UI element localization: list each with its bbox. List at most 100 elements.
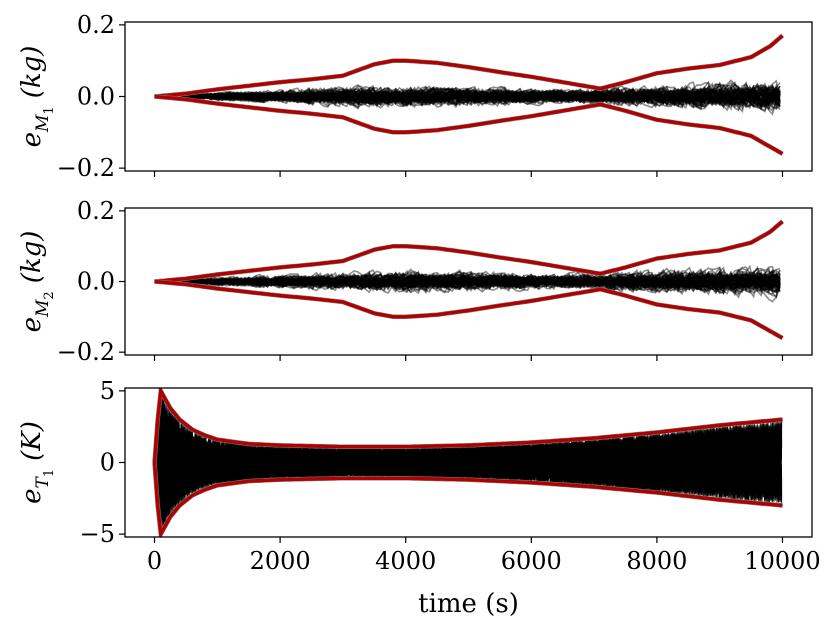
trajectory-line (154, 271, 781, 293)
trajectory-line (154, 81, 781, 112)
trajectory-line (154, 273, 781, 294)
trajectory-line (154, 87, 781, 105)
panel-top: −0.2 0.0 0.2 eM1(kg) (17, 11, 813, 182)
trajectory-line (154, 85, 781, 110)
trajectory-line (154, 81, 781, 108)
trajectory-line (154, 271, 781, 294)
trajectory-line (154, 274, 781, 291)
trajectory-line (154, 85, 781, 108)
trajectory-line (154, 86, 781, 109)
trajectory-line (154, 85, 781, 105)
trajectory-line (154, 269, 781, 294)
trajectory-line (154, 87, 781, 108)
trajectory-line (154, 84, 781, 108)
xtick-label: 2000 (250, 547, 311, 575)
trajectory-line (154, 273, 781, 291)
trajectory-line (154, 85, 781, 108)
trajectory-line (154, 86, 781, 108)
trajectory-line (154, 266, 781, 291)
trajectory-line (154, 267, 781, 294)
ylabel-bottom: eT1(K) (17, 421, 57, 504)
trajectory-line (154, 266, 781, 295)
trajectory-line (154, 273, 781, 297)
trajectory-line (154, 273, 781, 292)
trajectory-line (154, 273, 781, 291)
trajectory-line (154, 79, 781, 106)
trajectory-line (154, 267, 781, 291)
trajectory-line (154, 275, 781, 289)
trajectory-line (154, 268, 781, 292)
trajectory-line (154, 274, 781, 289)
trajectory-line (154, 84, 781, 106)
trajectory-line (154, 83, 781, 114)
envelope-upper-bound (154, 220, 784, 284)
xtick-label: 6000 (501, 547, 562, 575)
trajectory-line (154, 266, 781, 292)
trajectory-line (154, 269, 781, 295)
trajectory-line (154, 87, 781, 108)
panel-bottom: −5 0 5 0 2000 4000 6000 8000 10000 eT1(K) time (s) (17, 377, 821, 619)
trajectory-line (154, 83, 781, 110)
trajectory-line (154, 84, 781, 109)
trajectory-line (154, 88, 781, 108)
xtick-label: 10000 (744, 547, 820, 575)
trajectory-line (154, 267, 781, 292)
trajectory-line (154, 272, 781, 295)
plot-area-middle (154, 219, 784, 340)
trajectory-line (154, 273, 781, 292)
trajectory-line (154, 83, 781, 112)
plot-area-bottom (152, 388, 783, 537)
envelope-upper-bound (154, 34, 784, 99)
trajectory-line (154, 79, 781, 111)
trajectory-line (154, 89, 781, 105)
trajectory-line (154, 270, 781, 293)
trajectory-line (154, 271, 781, 290)
trajectory-line (154, 269, 781, 296)
trajectory-line (154, 273, 781, 294)
xlabel: time (s) (418, 589, 519, 619)
trajectory-line (154, 268, 781, 303)
trajectory-line (154, 269, 781, 292)
trajectory-line (154, 83, 781, 112)
trajectory-line (154, 80, 781, 110)
trajectory-line (154, 88, 781, 106)
trajectory-line (154, 85, 781, 106)
trajectory-line (154, 273, 781, 290)
trajectory-line (154, 266, 781, 295)
panel-middle: −0.2 0.0 0.2 eM2(kg) (17, 197, 813, 366)
trajectory-line (154, 90, 781, 105)
ytick-label: −5 (80, 520, 115, 548)
trajectory-line (154, 82, 781, 110)
envelope-lower-bound (154, 94, 784, 156)
trajectory-line (154, 81, 781, 109)
trajectory-line (154, 272, 781, 293)
trajectory-line (154, 87, 781, 112)
trajectory-line (154, 265, 781, 294)
trajectory-line (154, 82, 781, 107)
trajectory-line (154, 266, 781, 295)
trajectory-line (154, 86, 781, 106)
envelope-lower-bound (154, 279, 784, 340)
trajectory-line (154, 87, 781, 109)
xtick-label: 4000 (375, 547, 436, 575)
trajectory-line (154, 89, 781, 106)
trajectory-line (154, 84, 781, 106)
plot-area-top (154, 33, 784, 156)
trajectory-line (154, 86, 781, 106)
trajectory-line (154, 89, 781, 108)
trajectory-line (154, 89, 781, 107)
trajectory-line (154, 86, 781, 110)
trajectory-line (154, 85, 781, 109)
ylabel-top: eM1(kg) (17, 46, 57, 148)
ytick-label: 0.2 (77, 11, 115, 39)
trajectory-line (154, 272, 781, 292)
ytick-label: 0 (100, 449, 115, 477)
trajectory-line (154, 270, 781, 293)
trajectory-line (154, 86, 781, 113)
trajectory-line (154, 83, 781, 110)
trajectory-line (154, 274, 781, 290)
envelope-upper-bound (152, 388, 783, 463)
trajectory-line (154, 271, 781, 296)
